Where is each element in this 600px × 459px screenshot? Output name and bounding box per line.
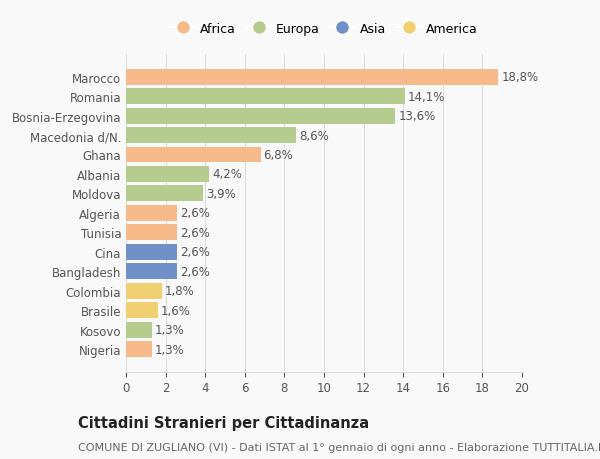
Bar (126, 322, 152, 338)
Bar (126, 147, 260, 163)
Legend: Africa, Europa, Asia, America: Africa, Europa, Asia, America (167, 20, 481, 38)
Bar (126, 167, 209, 183)
Text: 6,8%: 6,8% (263, 149, 293, 162)
Text: 2,6%: 2,6% (181, 265, 211, 278)
Text: COMUNE DI ZUGLIANO (VI) - Dati ISTAT al 1° gennaio di ogni anno - Elaborazione T: COMUNE DI ZUGLIANO (VI) - Dati ISTAT al … (78, 442, 600, 452)
Bar (126, 89, 405, 105)
Bar (126, 186, 203, 202)
Bar (126, 264, 178, 280)
Text: 13,6%: 13,6% (398, 110, 436, 123)
Bar (126, 128, 296, 144)
Bar (126, 244, 178, 260)
Bar (126, 302, 158, 319)
Text: 4,2%: 4,2% (212, 168, 242, 181)
Text: 18,8%: 18,8% (501, 71, 538, 84)
Text: Cittadini Stranieri per Cittadinanza: Cittadini Stranieri per Cittadinanza (78, 415, 369, 431)
Bar (126, 206, 178, 221)
Text: 3,9%: 3,9% (206, 188, 236, 201)
Bar (126, 341, 152, 358)
Text: 2,6%: 2,6% (181, 207, 211, 220)
Text: 1,3%: 1,3% (155, 343, 184, 356)
Bar (126, 283, 161, 299)
Text: 8,6%: 8,6% (299, 129, 329, 142)
Text: 2,6%: 2,6% (181, 226, 211, 239)
Text: 1,3%: 1,3% (155, 324, 184, 336)
Text: 2,6%: 2,6% (181, 246, 211, 259)
Text: 1,6%: 1,6% (161, 304, 191, 317)
Bar (126, 108, 395, 124)
Bar (126, 69, 498, 85)
Text: 1,8%: 1,8% (164, 285, 194, 297)
Text: 14,1%: 14,1% (408, 90, 446, 103)
Bar (126, 225, 178, 241)
